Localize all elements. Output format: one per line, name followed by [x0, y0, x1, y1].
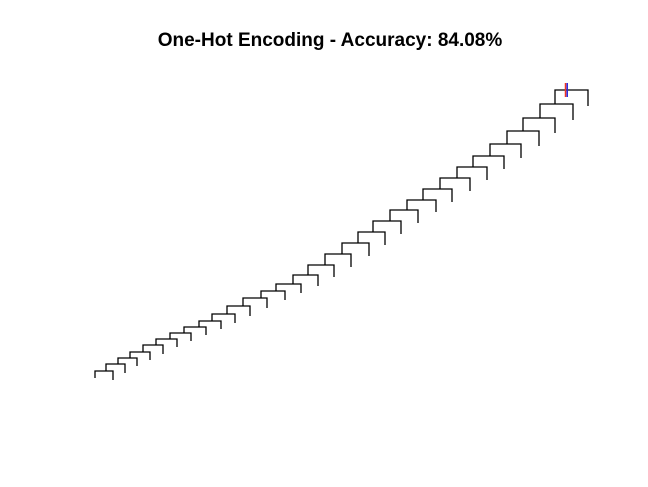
bracket-glyph — [155, 338, 178, 347]
bracket-glyph — [307, 264, 335, 277]
bracket-glyph — [260, 290, 286, 300]
bracket-glyph — [456, 166, 488, 180]
bracket-glyph — [117, 357, 138, 366]
bracket-glyph — [357, 231, 386, 245]
bracket-glyph — [292, 274, 319, 286]
bracket-glyph — [372, 220, 402, 234]
bracket-glyph — [439, 177, 471, 191]
bracket-glyph — [554, 89, 589, 106]
bracket-glyph — [169, 332, 192, 341]
bracket-glyph — [129, 351, 151, 360]
bracket-glyph — [226, 305, 251, 316]
bracket-glyph — [324, 253, 352, 267]
bracket-glyph — [489, 143, 522, 158]
bracket-glyph — [275, 283, 302, 293]
bracket-glyph — [389, 209, 419, 223]
bracket-glyph — [198, 320, 222, 329]
bracket-glyph — [242, 297, 268, 308]
bracket-glyph — [94, 370, 114, 380]
bracket-glyph — [341, 242, 370, 256]
bracket-glyph — [539, 103, 574, 120]
bracket-glyph — [522, 117, 556, 133]
bracket-glyph — [142, 344, 164, 354]
bracket-glyph — [105, 363, 126, 373]
bracket-glyph — [422, 188, 453, 202]
bracket-glyph — [472, 155, 505, 169]
bracket-glyph — [183, 326, 207, 335]
plot-title: One-Hot Encoding - Accuracy: 84.08% — [157, 30, 503, 51]
bracket-glyph — [406, 199, 437, 212]
bracket-glyph — [211, 313, 236, 323]
